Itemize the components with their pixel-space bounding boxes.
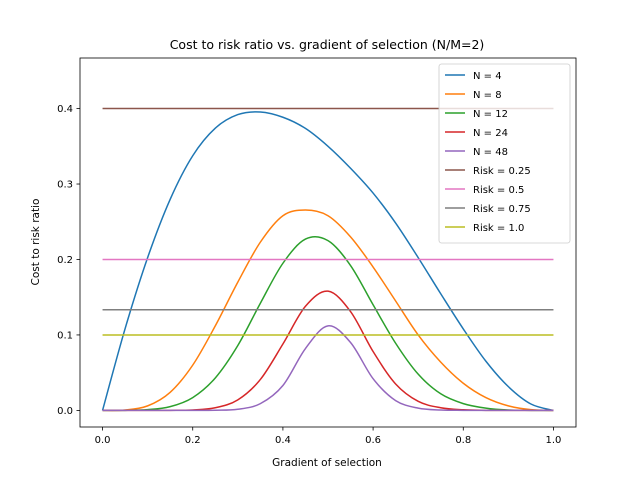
legend-label-2: N = 12 [473, 109, 508, 120]
y-tick-label: 0.2 [57, 255, 73, 266]
legend-label-8: Risk = 1.0 [473, 223, 524, 234]
x-tick-label: 0.8 [455, 435, 471, 446]
y-axis-title: Cost to risk ratio [30, 199, 42, 286]
legend: N = 4 N = 8 N = 12 N = 24 N = 48 Risk = 0.25 R… [438, 63, 571, 244]
series-line-1 [102, 209, 554, 412]
series-line-0 [101, 111, 554, 412]
y-tick-label: 0.4 [57, 104, 73, 115]
legend-label-3: N = 24 [473, 128, 508, 139]
axes-layer: 0.0 0.2 0.4 0.6 0.8 1.0 0.0 0.1 0.2 0.3 0.4 [57, 104, 561, 446]
legend-label-0: N = 4 [473, 71, 502, 82]
plot-frame [79, 57, 577, 428]
y-tick-label: 0.3 [57, 180, 73, 191]
legend-label-5: Risk = 0.25 [473, 166, 531, 177]
y-tick-label: 0.0 [57, 406, 73, 417]
series-line-4 [102, 325, 554, 412]
x-tick-label: 0.6 [365, 435, 381, 446]
legend-box [438, 63, 571, 244]
x-tick-label: 0.2 [185, 435, 201, 446]
y-tick-label: 0.1 [57, 330, 73, 341]
x-tick-label: 0.0 [95, 435, 111, 446]
legend-label-7: Risk = 0.75 [473, 204, 531, 215]
x-tick-label: 1.0 [546, 435, 562, 446]
x-tick-label: 0.4 [275, 435, 291, 446]
legend-label-6: Risk = 0.5 [473, 185, 524, 196]
x-axis-title: Gradient of selection [272, 457, 382, 469]
series-layer [101, 107, 554, 412]
legend-label-4: N = 48 [473, 147, 508, 158]
series-line-2 [102, 236, 554, 412]
legend-label-1: N = 8 [473, 90, 502, 101]
chart-title: Cost to risk ratio vs. gradient of selec… [170, 37, 485, 52]
